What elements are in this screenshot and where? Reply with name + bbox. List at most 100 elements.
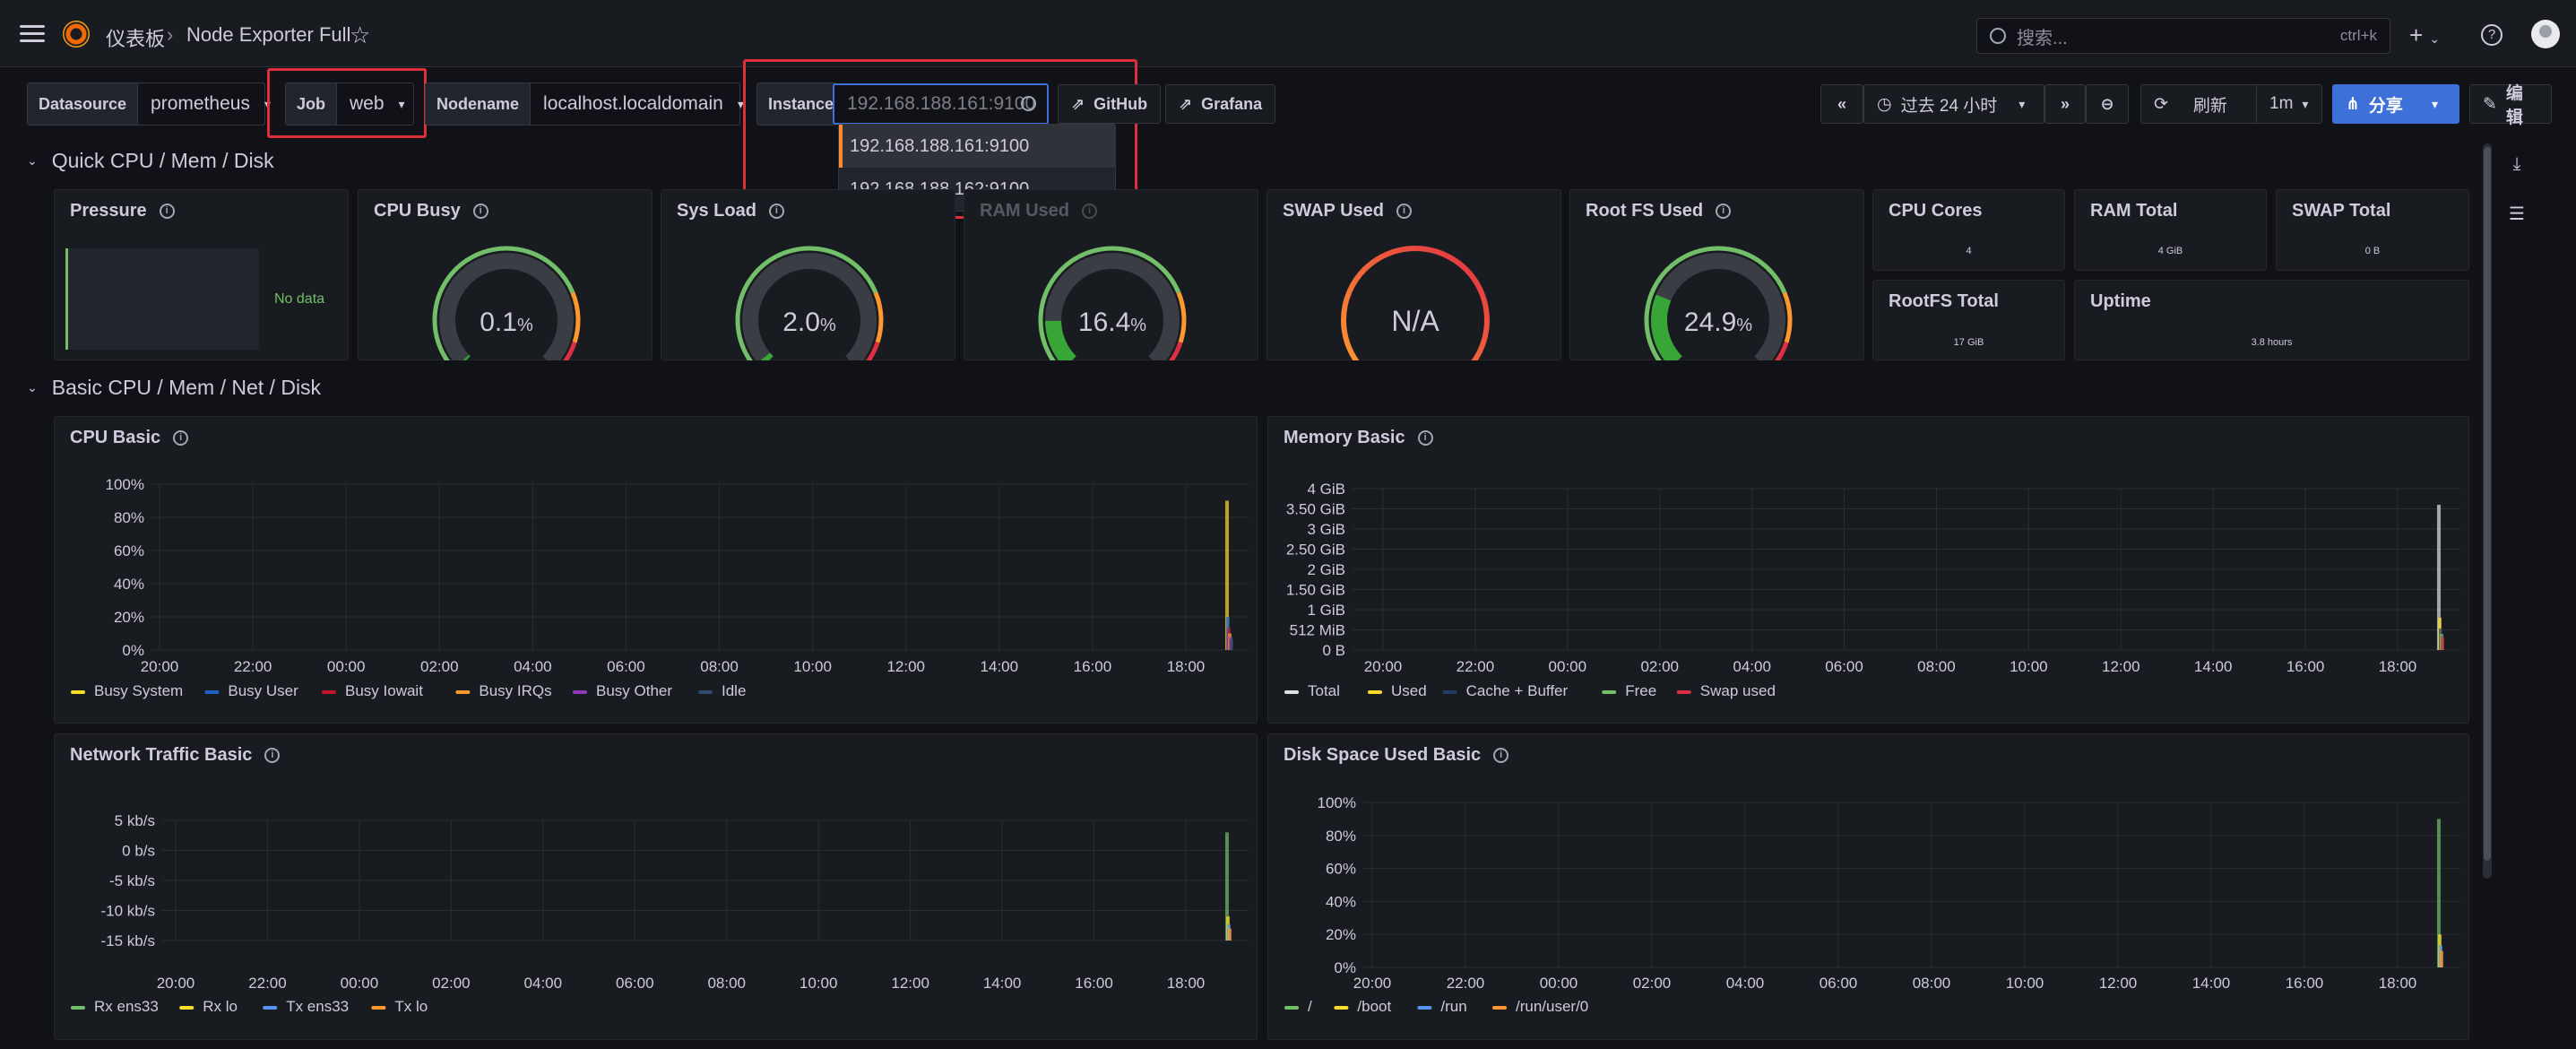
x-tick-label: 10:00 bbox=[2010, 658, 2048, 675]
legend-label: /run bbox=[1440, 998, 1466, 1015]
share-icon: ⋔ bbox=[2346, 94, 2360, 114]
external-link-icon: ⇗ bbox=[1179, 94, 1193, 113]
instance-option[interactable]: 192.168.188.161:9100 bbox=[839, 125, 1115, 168]
x-tick-label: 12:00 bbox=[2099, 975, 2138, 992]
menu-icon[interactable] bbox=[20, 25, 45, 43]
panel-title: SWAP Used bbox=[1283, 201, 1384, 221]
scrollbar[interactable] bbox=[2483, 143, 2492, 879]
x-tick-label: 02:00 bbox=[1640, 658, 1679, 675]
time-back-button[interactable]: « bbox=[1820, 84, 1863, 124]
info-icon[interactable]: i bbox=[1716, 204, 1732, 219]
y-tick-label: -15 kb/s bbox=[101, 932, 155, 949]
download-icon[interactable]: ⤓ bbox=[2512, 154, 2521, 174]
grafana-logo-icon[interactable] bbox=[63, 21, 90, 48]
nodename-value: localhost.localdomain bbox=[543, 93, 723, 114]
legend-label: / bbox=[1308, 998, 1312, 1015]
panel-title: Sys Load bbox=[677, 201, 756, 221]
info-icon[interactable]: i bbox=[1082, 204, 1098, 219]
gauge-threshold-arc bbox=[1169, 341, 1183, 360]
swap-total-panel: SWAP Total 0 B bbox=[2276, 189, 2469, 271]
y-tick-label: 0% bbox=[1334, 959, 1356, 976]
uptime-panel: Uptime 3.8 hours bbox=[2074, 280, 2469, 360]
gauge-threshold-arc bbox=[1038, 246, 1181, 360]
x-tick-label: 22:00 bbox=[248, 975, 287, 992]
legend-label: Busy Iowait bbox=[345, 682, 423, 699]
cpu-busy-gauge: 0.1% bbox=[432, 246, 581, 360]
info-icon[interactable]: i bbox=[159, 204, 175, 219]
x-tick-label: 14:00 bbox=[983, 975, 1022, 992]
edit-button[interactable]: ✎ 编辑 bbox=[2469, 84, 2552, 127]
time-forward-button[interactable]: » bbox=[2044, 84, 2086, 124]
gauge-threshold-arc bbox=[1644, 246, 1787, 360]
legend-swatch bbox=[698, 690, 713, 694]
job-variable[interactable]: Job web ▾ bbox=[285, 82, 414, 126]
y-tick-label: 80% bbox=[1326, 828, 1356, 845]
info-icon[interactable]: i bbox=[1396, 204, 1412, 219]
info-icon[interactable]: i bbox=[1417, 430, 1433, 446]
x-tick-label: 20:00 bbox=[1364, 658, 1403, 675]
x-tick-label: 16:00 bbox=[1075, 975, 1113, 992]
x-tick-label: 06:00 bbox=[607, 658, 645, 675]
y-tick-label: 0 b/s bbox=[122, 843, 155, 860]
y-tick-label: 60% bbox=[114, 542, 144, 559]
x-tick-label: 22:00 bbox=[234, 658, 272, 675]
grafana-link[interactable]: ⇗ Grafana bbox=[1165, 84, 1276, 124]
star-icon[interactable]: ☆ bbox=[350, 22, 371, 48]
refresh-interval-picker[interactable]: 1m ▾ bbox=[2256, 84, 2322, 124]
breadcrumb-current[interactable]: Node Exporter Full bbox=[186, 23, 351, 46]
x-tick-label: 10:00 bbox=[800, 975, 838, 992]
series-mark bbox=[1225, 500, 1229, 650]
zoom-out-icon: ⊖ bbox=[2100, 94, 2114, 113]
gauge-threshold-arc bbox=[1782, 291, 1793, 343]
row-basic-toggle[interactable]: ⌄ Basic CPU / Mem / Net / Disk bbox=[27, 376, 321, 400]
info-icon[interactable]: i bbox=[472, 204, 488, 219]
search-input[interactable]: 搜索... ctrl+k bbox=[1976, 18, 2390, 54]
share-button[interactable]: ⋔ 分享 ▾ bbox=[2332, 84, 2459, 124]
breadcrumb-home[interactable]: 仪表板 bbox=[106, 28, 166, 50]
time-range-label: 过去 24 小时 bbox=[1900, 96, 1998, 116]
instance-variable: Instance bbox=[756, 82, 845, 126]
gauge-fill bbox=[1045, 320, 1076, 360]
avatar[interactable] bbox=[2531, 20, 2560, 48]
external-link-icon: ⇗ bbox=[1071, 94, 1085, 113]
info-icon[interactable]: i bbox=[264, 748, 281, 763]
time-range-picker[interactable]: ◷ 过去 24 小时 ▾ bbox=[1863, 84, 2044, 124]
panel-title: SWAP Total bbox=[2292, 201, 2391, 221]
row-quick-toggle[interactable]: ⌄ Quick CPU / Mem / Disk bbox=[27, 149, 274, 173]
help-icon[interactable]: ? bbox=[2481, 24, 2503, 46]
outline-list-icon[interactable]: ☰ bbox=[2509, 204, 2525, 224]
gauge-fill bbox=[760, 352, 774, 360]
info-icon[interactable]: i bbox=[1493, 748, 1509, 763]
highlight-box-job bbox=[267, 68, 427, 138]
y-tick-label: 1.50 GiB bbox=[1286, 582, 1345, 599]
edit-label: 编辑 bbox=[2505, 84, 2523, 127]
disk-space-used-basic-panel: Disk Space Used Basic i 100% 80% 60% 40% 20% 0… bbox=[1267, 733, 2469, 1040]
refresh-icon: ⟳ bbox=[2154, 94, 2168, 114]
info-icon[interactable]: i bbox=[768, 204, 784, 219]
panel-title: Disk Space Used Basic bbox=[1284, 745, 1482, 765]
x-tick-label: 08:00 bbox=[707, 975, 746, 992]
legend-label: Total bbox=[1308, 682, 1340, 699]
cpu-busy-panel: CPU Busy i 0.1% bbox=[358, 189, 653, 360]
cpu-cores-panel: CPU Cores 4 bbox=[1872, 189, 2065, 271]
add-icon[interactable]: + ⌄ bbox=[2409, 22, 2441, 48]
panel-title: RAM Used bbox=[980, 201, 1070, 221]
refresh-button[interactable]: ⟳ 刷新 bbox=[2140, 84, 2266, 124]
panel-title: RAM Total bbox=[2090, 201, 2178, 221]
job-value: web bbox=[350, 93, 385, 114]
nodename-variable[interactable]: Nodename localhost.localdomain ▾ bbox=[425, 82, 744, 126]
refresh-label: 刷新 bbox=[2192, 96, 2227, 116]
swap-used-panel: SWAP Used i N/A bbox=[1266, 189, 1561, 360]
info-icon[interactable]: i bbox=[173, 430, 189, 446]
x-tick-label: 08:00 bbox=[1917, 658, 1956, 675]
x-tick-label: 00:00 bbox=[1540, 975, 1578, 992]
instance-input[interactable]: 192.168.188.161:9100 bbox=[833, 83, 1049, 125]
y-tick-label: 512 MiB bbox=[1290, 622, 1345, 639]
y-tick-label: 100% bbox=[106, 476, 144, 493]
x-tick-label: 20:00 bbox=[1353, 975, 1392, 992]
datasource-variable[interactable]: Datasource prometheus ▾ bbox=[27, 82, 271, 126]
zoom-out-button[interactable]: ⊖ bbox=[2086, 84, 2129, 124]
legend-swatch bbox=[71, 690, 85, 694]
github-link[interactable]: ⇗ GitHub bbox=[1058, 84, 1162, 124]
x-tick-label: 02:00 bbox=[420, 658, 459, 675]
